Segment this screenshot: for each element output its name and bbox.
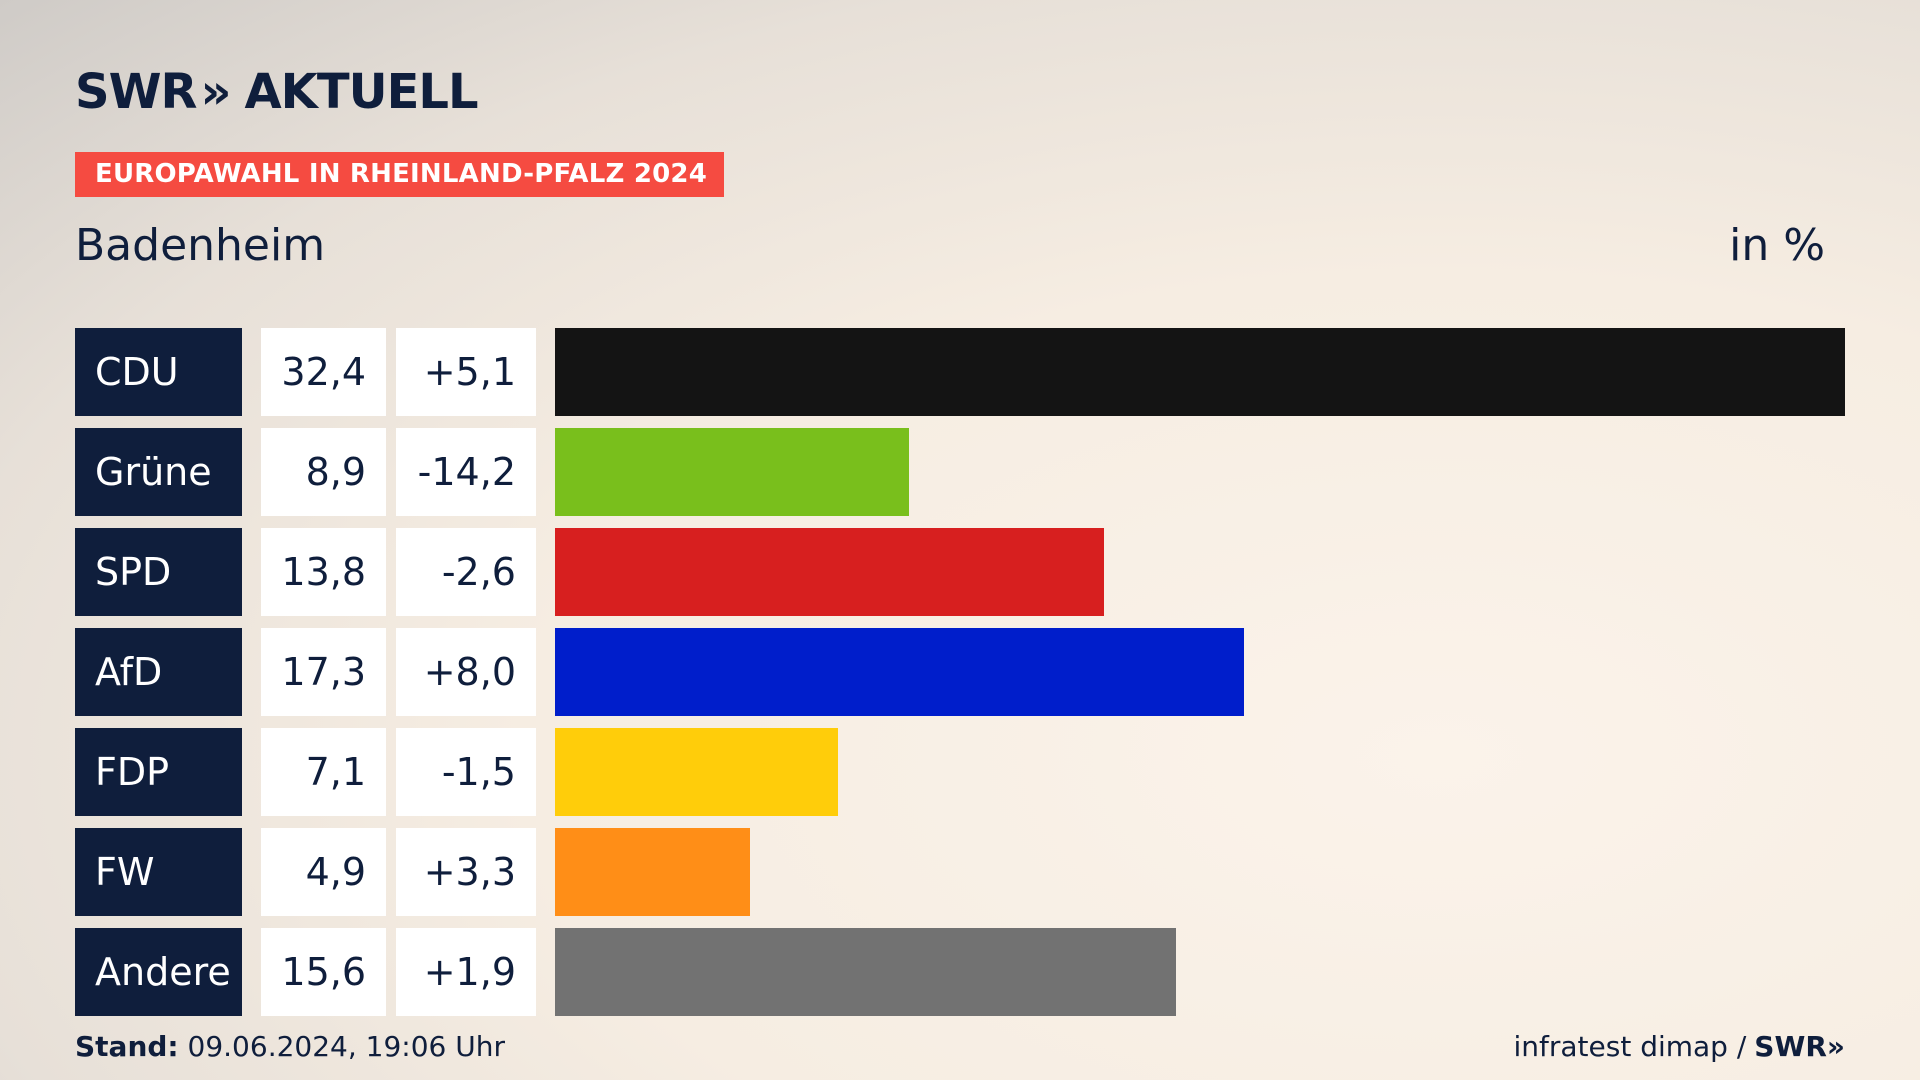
share-value: 32,4 (261, 328, 386, 416)
logo-chevron-icon: » (200, 64, 231, 120)
party-label: FW (75, 828, 242, 916)
result-bar (555, 828, 750, 916)
party-label: SPD (75, 528, 242, 616)
change-value: -1,5 (396, 728, 536, 816)
swr-aktuell-logo: SWR » AKTUELL (75, 62, 479, 122)
share-value: 8,9 (261, 428, 386, 516)
result-bar (555, 628, 1244, 716)
party-label: Andere (75, 928, 242, 1016)
event-banner: EUROPAWAHL IN RHEINLAND-PFALZ 2024 (75, 152, 724, 197)
result-bar (555, 928, 1176, 1016)
change-value: +1,9 (396, 928, 536, 1016)
result-bar (555, 528, 1104, 616)
result-row: CDU 32,4 +5,1 (75, 328, 1845, 416)
change-value: +3,3 (396, 828, 536, 916)
region-title: Badenheim (75, 220, 326, 271)
share-value: 15,6 (261, 928, 386, 1016)
timestamp: Stand: 09.06.2024, 19:06 Uhr (75, 1030, 505, 1063)
source-credit: infratest dimap / SWR» (1513, 1030, 1845, 1063)
result-bar (555, 328, 1845, 416)
logo-swr-text: SWR (75, 64, 197, 120)
result-bar (555, 728, 838, 816)
stand-value: 09.06.2024, 19:06 Uhr (187, 1030, 505, 1063)
share-value: 17,3 (261, 628, 386, 716)
logo-aktuell-text: AKTUELL (244, 64, 479, 120)
stand-label: Stand: (75, 1030, 179, 1063)
result-row: FW 4,9 +3,3 (75, 828, 1845, 916)
share-value: 7,1 (261, 728, 386, 816)
change-value: -14,2 (396, 428, 536, 516)
party-label: FDP (75, 728, 242, 816)
result-row: SPD 13,8 -2,6 (75, 528, 1845, 616)
change-value: +5,1 (396, 328, 536, 416)
source-text: infratest dimap / (1513, 1030, 1747, 1063)
result-row: AfD 17,3 +8,0 (75, 628, 1845, 716)
party-label: AfD (75, 628, 242, 716)
share-value: 4,9 (261, 828, 386, 916)
result-row: Andere 15,6 +1,9 (75, 928, 1845, 1016)
result-row: Grüne 8,9 -14,2 (75, 428, 1845, 516)
change-value: -2,6 (396, 528, 536, 616)
change-value: +8,0 (396, 628, 536, 716)
swr-small-logo: SWR» (1754, 1030, 1845, 1063)
party-label: Grüne (75, 428, 242, 516)
party-label: CDU (75, 328, 242, 416)
unit-label: in % (1729, 220, 1825, 271)
result-bar (555, 428, 909, 516)
share-value: 13,8 (261, 528, 386, 616)
result-row: FDP 7,1 -1,5 (75, 728, 1845, 816)
